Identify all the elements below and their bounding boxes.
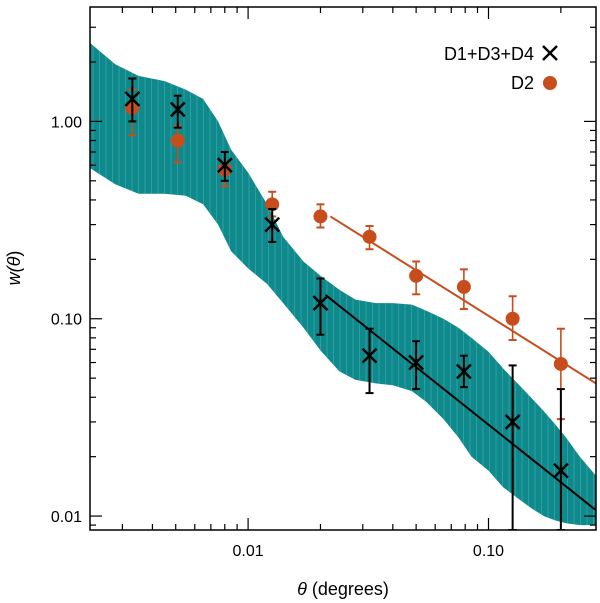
d1-marker	[169, 101, 186, 118]
d1-marker-stroke	[361, 347, 378, 364]
legend: D1+D3+D4 D2	[444, 44, 558, 93]
y-axis-label-prefix: w(	[4, 264, 24, 285]
d1-marker-stroke	[124, 91, 141, 107]
d2-point	[170, 124, 185, 164]
d2-marker	[456, 279, 471, 294]
d2-marker	[505, 311, 520, 326]
d1-marker-stroke	[216, 157, 233, 174]
d1-marker-stroke	[169, 101, 186, 118]
y-axis-label-suffix: )	[4, 251, 24, 257]
d2-marker	[362, 229, 377, 244]
d2-marker	[553, 356, 568, 371]
d1-marker	[124, 91, 141, 107]
plot-frame	[89, 6, 597, 531]
d1-marker-stroke	[504, 414, 521, 430]
y-axis-label-symbol: θ	[4, 256, 24, 266]
axis-ticks-layer: 0.01 0.10 0.01 0.10 1.00	[51, 7, 596, 560]
d1-marker	[456, 363, 472, 380]
d1-point	[312, 277, 329, 336]
d2-marker	[313, 209, 328, 224]
d1-point	[124, 77, 141, 123]
model-band-layer	[90, 42, 596, 526]
d2-point	[505, 295, 520, 342]
model-band	[90, 42, 596, 526]
x-axis-label: θ (degrees)	[297, 579, 389, 599]
d1-fit-line	[324, 294, 596, 512]
d1-marker	[312, 295, 329, 311]
legend-circle-marker	[543, 76, 557, 90]
d1-marker-stroke	[552, 462, 569, 479]
d1-marker	[408, 354, 425, 371]
d1-point	[552, 388, 569, 530]
d1-marker	[552, 462, 569, 479]
d2-marker	[170, 133, 185, 148]
d1-marker-stroke	[456, 363, 472, 380]
d1-marker	[504, 414, 521, 430]
d1-marker-stroke	[408, 354, 425, 371]
d1-point	[264, 207, 281, 243]
d1-point	[408, 340, 425, 391]
d1-marker	[216, 157, 233, 174]
d2-point	[409, 260, 424, 296]
d1-marker-stroke	[312, 295, 329, 311]
d2-point	[456, 268, 471, 311]
d2-point	[362, 225, 377, 251]
x-tick-label: 0.01	[233, 543, 264, 560]
d1-point	[216, 150, 233, 182]
d1-marker-stroke	[264, 216, 281, 233]
d1-point	[456, 354, 472, 389]
legend-label-d1: D1+D3+D4	[444, 44, 534, 64]
x-axis-label-unit: (degrees)	[307, 579, 389, 599]
legend-x-marker	[542, 45, 558, 61]
y-axis-label: w(θ)	[4, 251, 24, 286]
d1-marker	[361, 347, 378, 364]
legend-label-d2: D2	[511, 73, 534, 93]
d1-marker	[264, 216, 281, 233]
d1-point	[361, 327, 378, 395]
y-tick-label: 0.01	[51, 509, 82, 526]
d1-point	[169, 94, 186, 129]
y-tick-label: 1.00	[51, 114, 82, 131]
y-tick-label: 0.10	[51, 312, 82, 329]
d1-point	[504, 364, 521, 530]
d2-marker	[409, 268, 424, 283]
d2-point	[313, 203, 328, 229]
d2-marker	[265, 197, 280, 212]
x-tick-label: 0.10	[473, 543, 504, 560]
x-axis-label-symbol: θ	[297, 579, 307, 599]
data-points-layer	[124, 77, 569, 530]
